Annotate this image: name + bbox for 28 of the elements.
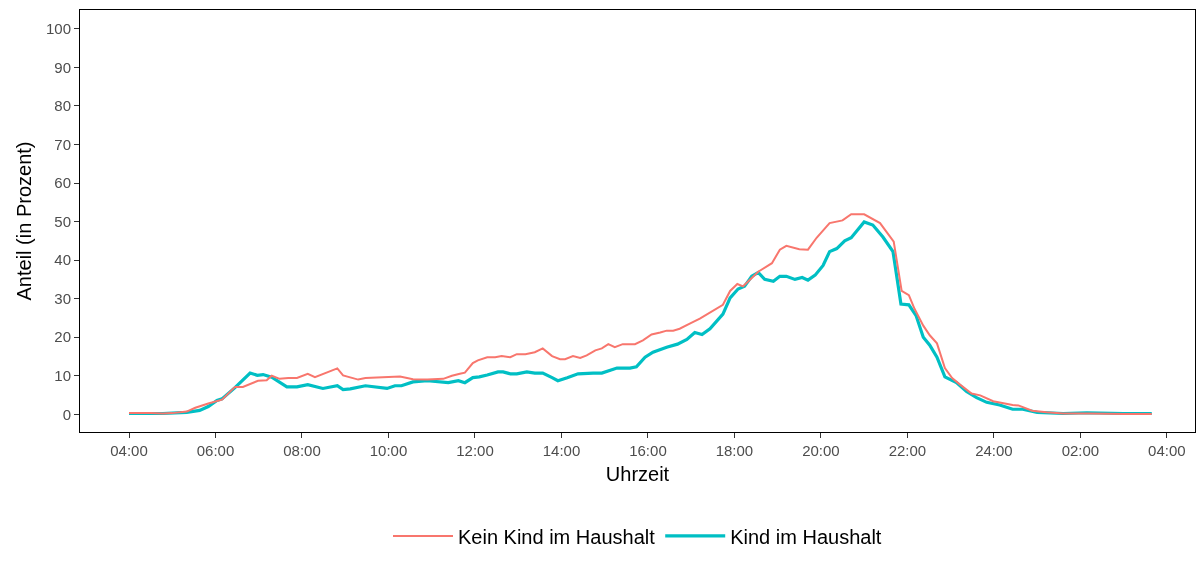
- y-tick-label: 0: [62, 405, 71, 423]
- x-tick-label: 18:00: [715, 442, 754, 459]
- y-tick-label: 10: [54, 366, 71, 384]
- x-tick-label: 10:00: [369, 442, 408, 459]
- x-tick-label: 24:00: [975, 442, 1013, 459]
- x-tick-label: 08:00: [283, 442, 321, 459]
- x-axis-title: Uhrzeit: [605, 462, 670, 485]
- x-tick-label: 06:00: [196, 442, 235, 459]
- y-tick-label: 80: [54, 97, 71, 115]
- x-tick-label: 02:00: [1061, 442, 1100, 459]
- y-tick-label: 50: [54, 212, 71, 230]
- x-tick-label: 12:00: [456, 442, 494, 459]
- y-tick-label: 90: [54, 58, 71, 76]
- legend-label: Kein Kind im Haushalt: [458, 525, 656, 548]
- x-tick-label: 04:00: [110, 442, 148, 459]
- x-tick-label: 22:00: [888, 442, 927, 459]
- y-tick-label: 100: [45, 20, 71, 38]
- x-tick-label: 04:00: [1148, 442, 1186, 459]
- y-tick-label: 20: [54, 328, 71, 346]
- legend-label: Kind im Haushalt: [730, 525, 882, 548]
- x-tick-label: 20:00: [802, 442, 840, 459]
- y-tick-label: 40: [54, 251, 71, 269]
- y-tick-label: 60: [54, 174, 71, 192]
- x-tick-label: 14:00: [542, 442, 581, 459]
- y-tick-label: 70: [54, 135, 71, 153]
- y-axis-title: Anteil (in Prozent): [13, 141, 36, 301]
- y-tick-label: 30: [54, 289, 71, 307]
- x-tick-label: 16:00: [629, 442, 667, 459]
